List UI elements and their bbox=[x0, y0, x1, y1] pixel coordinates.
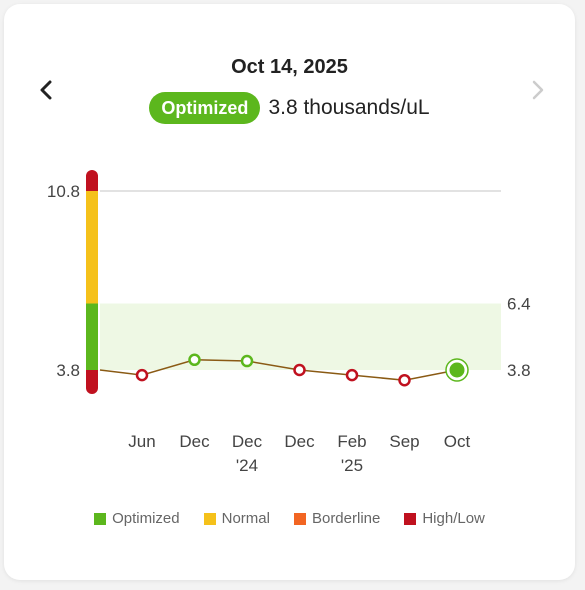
y-tick-label-left: 3.8 bbox=[56, 361, 80, 380]
legend-item: High/Low bbox=[404, 510, 485, 527]
y-tick-label-left: 10.8 bbox=[47, 182, 80, 201]
legend-item: Borderline bbox=[293, 510, 381, 527]
chevron-left-icon bbox=[40, 80, 52, 100]
data-point bbox=[345, 368, 359, 382]
legend-label: Normal bbox=[221, 510, 270, 527]
scale-high-segment bbox=[86, 170, 98, 191]
y-tick-label-right: 6.4 bbox=[507, 295, 531, 314]
x-tick-label: Jun bbox=[128, 432, 155, 451]
status-badge: Optimized bbox=[149, 92, 261, 124]
data-point bbox=[293, 363, 306, 377]
series-line bbox=[99, 359, 458, 381]
data-point bbox=[449, 362, 465, 378]
legend-label: High/Low bbox=[422, 510, 485, 527]
x-tick-label: Dec bbox=[179, 432, 210, 451]
next-button[interactable] bbox=[524, 74, 552, 106]
data-point bbox=[240, 354, 254, 368]
chevron-right-icon bbox=[532, 80, 544, 100]
legend: Optimized Normal Borderline High/Low bbox=[4, 510, 575, 527]
x-tick-label: Dec '24 bbox=[232, 432, 263, 475]
previous-button[interactable] bbox=[32, 74, 60, 106]
legend-swatch bbox=[293, 512, 306, 525]
data-point bbox=[135, 368, 149, 382]
scale-optimized-segment bbox=[86, 303, 98, 370]
y-tick-label-right: 3.8 bbox=[507, 361, 531, 380]
data-point bbox=[398, 373, 411, 387]
result-card: Oct 14, 2025 Optimized 3.8 thousands/uL … bbox=[4, 4, 575, 580]
legend-swatch bbox=[94, 512, 107, 525]
scale-normal-segment bbox=[86, 191, 98, 304]
x-tick-label: Feb '25 bbox=[337, 432, 366, 475]
legend-swatch bbox=[404, 512, 417, 525]
result-date: Oct 14, 2025 bbox=[231, 56, 348, 78]
range-scale-bar bbox=[86, 170, 98, 394]
legend-item: Optimized bbox=[94, 510, 180, 527]
legend-swatch bbox=[203, 512, 216, 525]
x-tick-label: Dec bbox=[284, 432, 315, 451]
legend-label: Borderline bbox=[311, 510, 381, 527]
line-chart: 3.8 10.8 3.8 6.4 Jun Dec Dec '24 Dec Feb '25 Sep Oct bbox=[47, 170, 531, 475]
data-point bbox=[188, 353, 201, 367]
result-value: 3.8 thousands/uL bbox=[268, 96, 430, 119]
scale-low-segment bbox=[86, 370, 98, 394]
x-tick-label: Sep bbox=[389, 432, 419, 451]
legend-label: Optimized bbox=[112, 510, 180, 527]
x-tick-label: Oct bbox=[444, 432, 471, 451]
status-row: Optimized 3.8 thousands/uL bbox=[4, 92, 575, 124]
legend-item: Normal bbox=[203, 510, 270, 527]
optimized-range-band bbox=[100, 303, 501, 370]
